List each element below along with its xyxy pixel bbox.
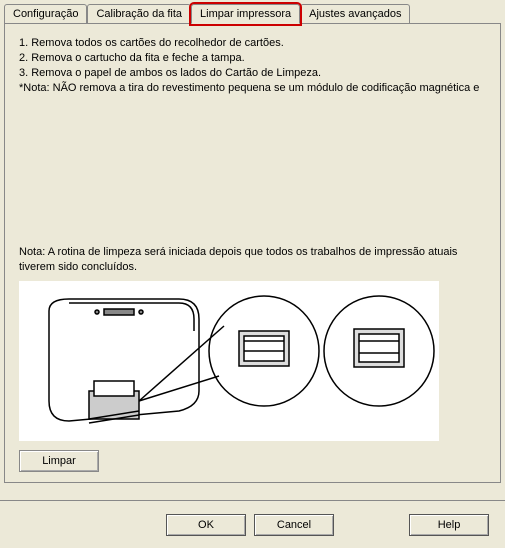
instruction-line-3: 3. Remova o papel de ambos os lados do C… bbox=[19, 66, 486, 81]
note-routine: Nota: A rotina de limpeza será iniciada … bbox=[19, 245, 486, 275]
tab-panel-limpar: 1. Remova todos os cartões do recolhedor… bbox=[4, 23, 501, 483]
help-button-label: Help bbox=[438, 519, 461, 531]
cancel-button[interactable]: Cancel bbox=[254, 514, 334, 536]
tab-calibracao-fita[interactable]: Calibração da fita bbox=[87, 4, 191, 23]
tab-label: Configuração bbox=[13, 8, 78, 20]
instructions-block: 1. Remova todos os cartões do recolhedor… bbox=[19, 36, 486, 95]
ok-button-label: OK bbox=[198, 519, 214, 531]
clean-button[interactable]: Limpar bbox=[19, 450, 99, 472]
instruction-note-star: *Nota: NÃO remova a tira do revestimento… bbox=[19, 81, 486, 96]
cancel-button-label: Cancel bbox=[277, 519, 311, 531]
printer-illustration bbox=[19, 281, 439, 441]
instruction-line-2: 2. Remova o cartucho da fita e feche a t… bbox=[19, 51, 486, 66]
tab-ajustes-avancados[interactable]: Ajustes avançados bbox=[300, 4, 410, 23]
ok-button[interactable]: OK bbox=[166, 514, 246, 536]
tab-label: Ajustes avançados bbox=[309, 8, 401, 20]
tab-limpar-impressora[interactable]: Limpar impressora bbox=[191, 4, 300, 24]
tab-configuracao[interactable]: Configuração bbox=[4, 4, 87, 23]
instruction-line-1: 1. Remova todos os cartões do recolhedor… bbox=[19, 36, 486, 51]
clean-button-label: Limpar bbox=[42, 455, 76, 467]
tabs-row: Configuração Calibração da fita Limpar i… bbox=[0, 0, 505, 23]
help-button[interactable]: Help bbox=[409, 514, 489, 536]
tab-label: Limpar impressora bbox=[200, 8, 291, 20]
dialog-button-bar: OK Cancel Help bbox=[0, 500, 505, 548]
printer-properties-dialog: Configuração Calibração da fita Limpar i… bbox=[0, 0, 505, 548]
tab-label: Calibração da fita bbox=[96, 8, 182, 20]
